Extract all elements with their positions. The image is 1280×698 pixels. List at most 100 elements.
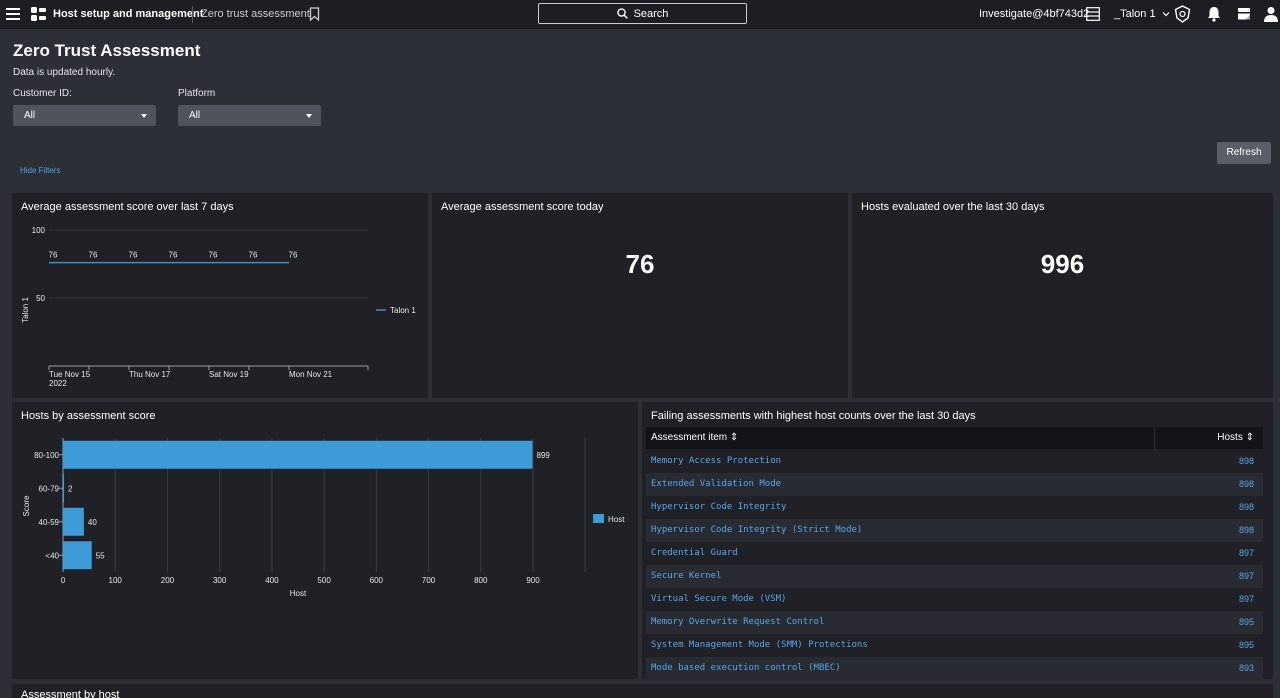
y-axis-label: Talon 1 [21,297,30,323]
topbar-divider [192,6,193,23]
host-count-link[interactable]: 895 [1238,640,1254,650]
host-count-link[interactable]: 898 [1238,525,1254,535]
x-tick-label: 0 [61,576,66,585]
host-count-link[interactable]: 897 [1238,571,1254,581]
platform-select[interactable]: All [178,105,321,126]
shield-icon[interactable] [1174,5,1191,23]
table-header: Assessment item ⇕ Hosts ⇕ [646,427,1263,449]
assessment-item-link[interactable]: Mode based execution control (MBEC) [651,663,841,673]
bar [63,507,84,536]
failing-panel-title: Failing assessments with highest host co… [651,410,976,422]
host-count-link[interactable]: 893 [1238,663,1254,673]
assessment-item-link[interactable]: Memory Overwrite Request Control [651,617,825,627]
platform-label: Platform [178,88,216,99]
platform-value: All [189,110,201,121]
x-tick-label: 200 [161,576,175,585]
host-count-link[interactable]: 897 [1238,594,1254,604]
tenant-name: _Talon 1 [1114,8,1156,20]
caret-down-icon [141,114,147,118]
y-tick-label: 60-79 [39,484,60,493]
x-tick-label: 300 [213,576,227,585]
data-label: 76 [289,251,298,260]
assessment-item-link[interactable]: Extended Validation Mode [651,479,782,489]
legend-swatch [593,514,604,523]
tenant-list-icon[interactable] [1086,7,1100,21]
legend-label: Talon 1 [390,306,416,315]
table-row[interactable]: System Management Mode (SMM) Protections… [646,634,1263,657]
hosts-evaluated-title: Hosts evaluated over the last 30 days [861,201,1045,213]
chevron-down-icon [1162,12,1170,17]
y-tick-label: 40-59 [39,518,60,527]
table-row[interactable]: Hypervisor Code Integrity 898 [646,496,1263,519]
x-tick-label: Sat Nov 19 [209,370,249,379]
col-hosts[interactable]: Hosts ⇕ [1217,432,1254,443]
assessment-item-link[interactable]: System Management Mode (SMM) Protections [651,640,868,650]
tenant-selector[interactable]: _Talon 1 [1114,8,1170,20]
sort-icon: ⇕ [729,432,739,443]
assessment-item-link[interactable]: Hypervisor Code Integrity (Strict Mode) [651,525,863,535]
customer-id-select[interactable]: All [13,105,156,126]
data-label: 76 [89,251,98,260]
y-tick-label: 80-100 [34,451,59,460]
table-row[interactable]: Memory Access Protection 898 [646,450,1263,473]
data-label: 76 [249,251,258,260]
customer-id-label: Customer ID: [13,88,72,99]
assessment-item-link[interactable]: Hypervisor Code Integrity [651,502,787,512]
col-assessment-item[interactable]: Assessment item ⇕ [651,432,738,443]
assessment-item-link[interactable]: Virtual Secure Mode (VSM) [651,594,787,604]
table-row[interactable]: Memory Overwrite Request Control 895 [646,611,1263,634]
bell-icon[interactable] [1207,6,1221,22]
legend-label: Host [608,515,625,524]
menu-icon[interactable] [6,7,20,21]
user-account[interactable]: Investigate@4bf743d2 [979,8,1090,20]
column-divider [1154,427,1155,449]
assessment-item-link[interactable]: Memory Access Protection [651,456,782,466]
table-row[interactable]: Virtual Secure Mode (VSM) 897 [646,588,1263,611]
y-tick-label: <40 [45,551,59,560]
table-row[interactable]: Secure Kernel 897 [646,565,1263,588]
host-count-link[interactable]: 898 [1238,502,1254,512]
data-label: 2 [68,484,73,493]
host-count-link[interactable]: 898 [1238,479,1254,489]
today-score-title: Average assessment score today [441,201,604,213]
assessment-item-link[interactable]: Credential Guard [651,548,738,558]
bar [63,474,65,503]
notes-icon[interactable] [1236,6,1252,22]
bar [63,440,533,469]
hosts-evaluated-panel: Hosts evaluated over the last 30 days 99… [852,193,1273,398]
top-bar: Host setup and management Zero trust ass… [0,0,1280,29]
table-row[interactable]: Mode based execution control (MBEC) 893 [646,657,1263,680]
y-axis-label: Score [22,495,31,516]
app-title[interactable]: Host setup and management [53,8,204,20]
col-hosts-label: Hosts [1217,432,1243,443]
breadcrumb: Zero trust assessment [201,8,310,20]
host-count-link[interactable]: 895 [1238,617,1254,627]
data-label: 55 [96,551,105,560]
data-label: 40 [88,518,97,527]
x-tick-label: Tue Nov 15 [49,370,91,379]
x-tick-label: Mon Nov 21 [289,370,333,379]
search-icon [616,8,628,19]
hide-filters-link[interactable]: Hide Filters [20,166,61,175]
search-label: Search [633,7,669,20]
hosts-evaluated-value: 996 [1040,249,1085,279]
table-row[interactable]: Hypervisor Code Integrity (Strict Mode) 8… [646,519,1263,542]
x-year-label: 2022 [49,379,67,388]
data-label: 76 [129,251,138,260]
table-row[interactable]: Extended Validation Mode 898 [646,473,1263,496]
host-count-link[interactable]: 898 [1238,456,1254,466]
table-row[interactable]: Credential Guard 897 [646,542,1263,565]
host-count-link[interactable]: 897 [1238,548,1254,558]
x-tick-label: 100 [109,576,123,585]
x-tick-label: 600 [370,576,384,585]
assessment-item-link[interactable]: Secure Kernel [651,571,722,581]
data-label: 76 [169,251,178,260]
hist-panel: Hosts by assessment score 0 100 200 300 400 5… [12,402,638,679]
user-icon[interactable] [1264,6,1278,22]
sort-icon: ⇕ [1245,432,1254,443]
today-score-value: 76 [625,249,655,279]
hist-panel-title: Hosts by assessment score [21,410,156,422]
search-input[interactable]: Search [538,3,747,24]
refresh-button[interactable]: Refresh [1217,142,1271,164]
bookmark-icon[interactable] [309,7,320,21]
